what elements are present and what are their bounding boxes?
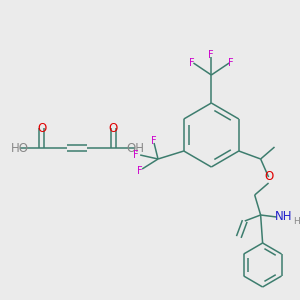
Text: F: F [189, 58, 194, 68]
Text: F: F [137, 166, 143, 176]
Text: F: F [151, 136, 157, 146]
Text: HO: HO [11, 142, 29, 154]
Text: O: O [264, 170, 273, 184]
Text: O: O [37, 122, 46, 134]
Text: F: F [228, 58, 234, 68]
Text: OH: OH [126, 142, 144, 154]
Text: H: H [293, 217, 300, 226]
Text: F: F [134, 150, 139, 160]
Text: O: O [109, 122, 118, 134]
Text: NH: NH [275, 211, 292, 224]
Text: F: F [208, 50, 214, 60]
